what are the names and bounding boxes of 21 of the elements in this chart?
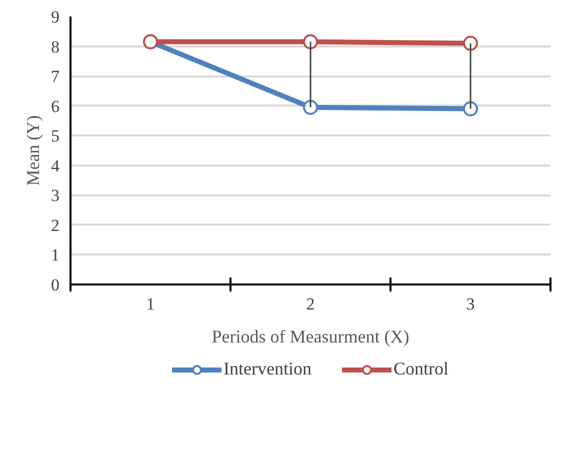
point <box>303 34 318 50</box>
y-tick-label: 5 <box>51 126 60 146</box>
y-tick-label: 7 <box>51 67 60 86</box>
y-axis-title: Mean (Y) <box>23 115 43 186</box>
y-tick-label: 6 <box>51 96 60 116</box>
x-tick-label: 1 <box>146 294 155 314</box>
x-axis-title: Periods of Measurment (X) <box>212 326 410 346</box>
y-tick-label: 2 <box>51 216 60 235</box>
legend-label: Intervention <box>224 358 312 380</box>
y-tick-label: 8 <box>51 37 60 56</box>
y-tick-label: 9 <box>51 8 60 26</box>
point <box>303 100 318 115</box>
y-tick-label: 0 <box>51 276 60 294</box>
point <box>463 36 478 51</box>
y-tick-label: 1 <box>51 246 60 265</box>
x-tick-label: 2 <box>306 294 315 314</box>
y-tick-label: 3 <box>51 186 60 206</box>
legend-label: Control <box>393 358 448 380</box>
point <box>463 101 478 116</box>
x-tick-label: 3 <box>466 294 475 314</box>
y-tick-label: 4 <box>51 156 60 176</box>
